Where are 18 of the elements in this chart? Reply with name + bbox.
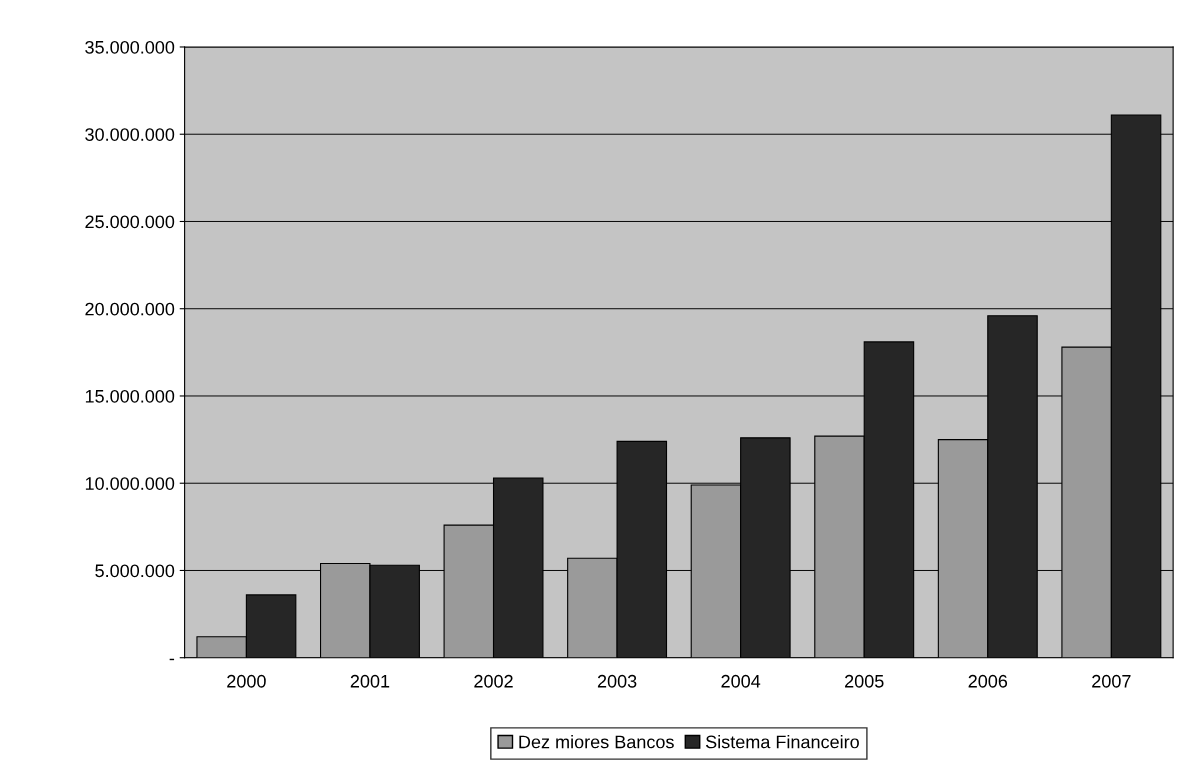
x-tick-label: 2003: [597, 674, 637, 688]
x-tick-label: 2005: [845, 674, 884, 688]
y-tick-label: -: [169, 658, 175, 661]
y-tick-label: 5.000.000: [95, 564, 175, 578]
legend-label: Sistema Financeiro: [705, 735, 859, 749]
x-tick-label: 2001: [350, 674, 390, 688]
y-tick-label: 20.000.000: [85, 302, 175, 316]
y-tick-label: 25.000.000: [85, 215, 175, 229]
y-tick-label: 10.000.000: [85, 477, 175, 490]
legend-label: Dez miores Bancos: [519, 735, 674, 749]
x-tick-label: 2004: [721, 674, 761, 688]
x-tick-label: 2007: [1092, 674, 1131, 688]
x-tick-label: 2000: [227, 674, 266, 688]
x-tick-label: 2006: [968, 674, 1008, 688]
y-tick-label: 30.000.000: [85, 128, 175, 141]
x-tick-label: 2002: [474, 674, 513, 688]
y-tick-label: 35.000.000: [85, 40, 175, 54]
y-tick-label: 15.000.000: [85, 389, 175, 403]
